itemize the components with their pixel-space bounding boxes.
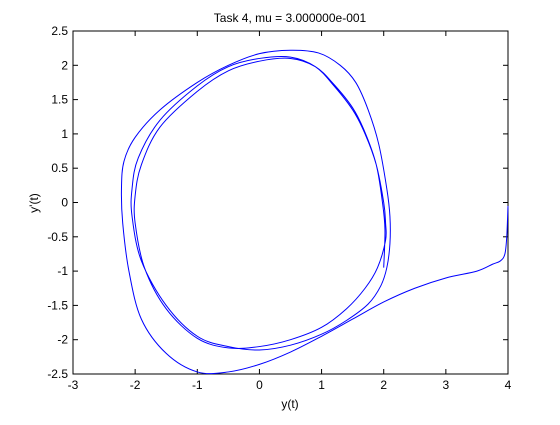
y-tick-label: -2.5: [47, 367, 68, 381]
y-axis-title: y'(t): [27, 193, 41, 213]
x-tick-label: -3: [68, 378, 79, 392]
y-tick-label: -2: [57, 333, 68, 347]
ticks-group: [72, 30, 509, 375]
y-tick-label: 2: [61, 58, 68, 72]
plot-title: Task 4, mu = 3.000000e-001: [214, 11, 367, 25]
x-tick-label: 1: [318, 378, 325, 392]
x-tick-label: 4: [505, 378, 512, 392]
y-tick-label: -1: [57, 264, 68, 278]
y-tick-label: -1.5: [47, 298, 68, 312]
y-tick-label: 0: [61, 196, 68, 210]
y-tick-label: 2.5: [51, 24, 68, 38]
x-tick-label: -1: [192, 378, 203, 392]
x-tick-label: -2: [130, 378, 141, 392]
y-tick-label: 1: [61, 127, 68, 141]
x-tick-label: 2: [380, 378, 387, 392]
tick-labels-group: -3 -2 -1 0 1 2 3 4 -2.5 -2 -1.5 -1 -0.5 0 0.5 1 1.5 2 2.5: [47, 24, 511, 392]
y-tick-label: 1.5: [51, 93, 68, 107]
trajectory-line: [120, 49, 509, 375]
series-layer: [120, 49, 509, 375]
x-tick-label: 3: [443, 378, 450, 392]
axes-box: [72, 30, 509, 375]
x-axis-title: y(t): [281, 397, 298, 411]
y-tick-label: 0.5: [51, 161, 68, 175]
x-tick-label: 0: [256, 378, 263, 392]
y-tick-label: -0.5: [47, 230, 68, 244]
